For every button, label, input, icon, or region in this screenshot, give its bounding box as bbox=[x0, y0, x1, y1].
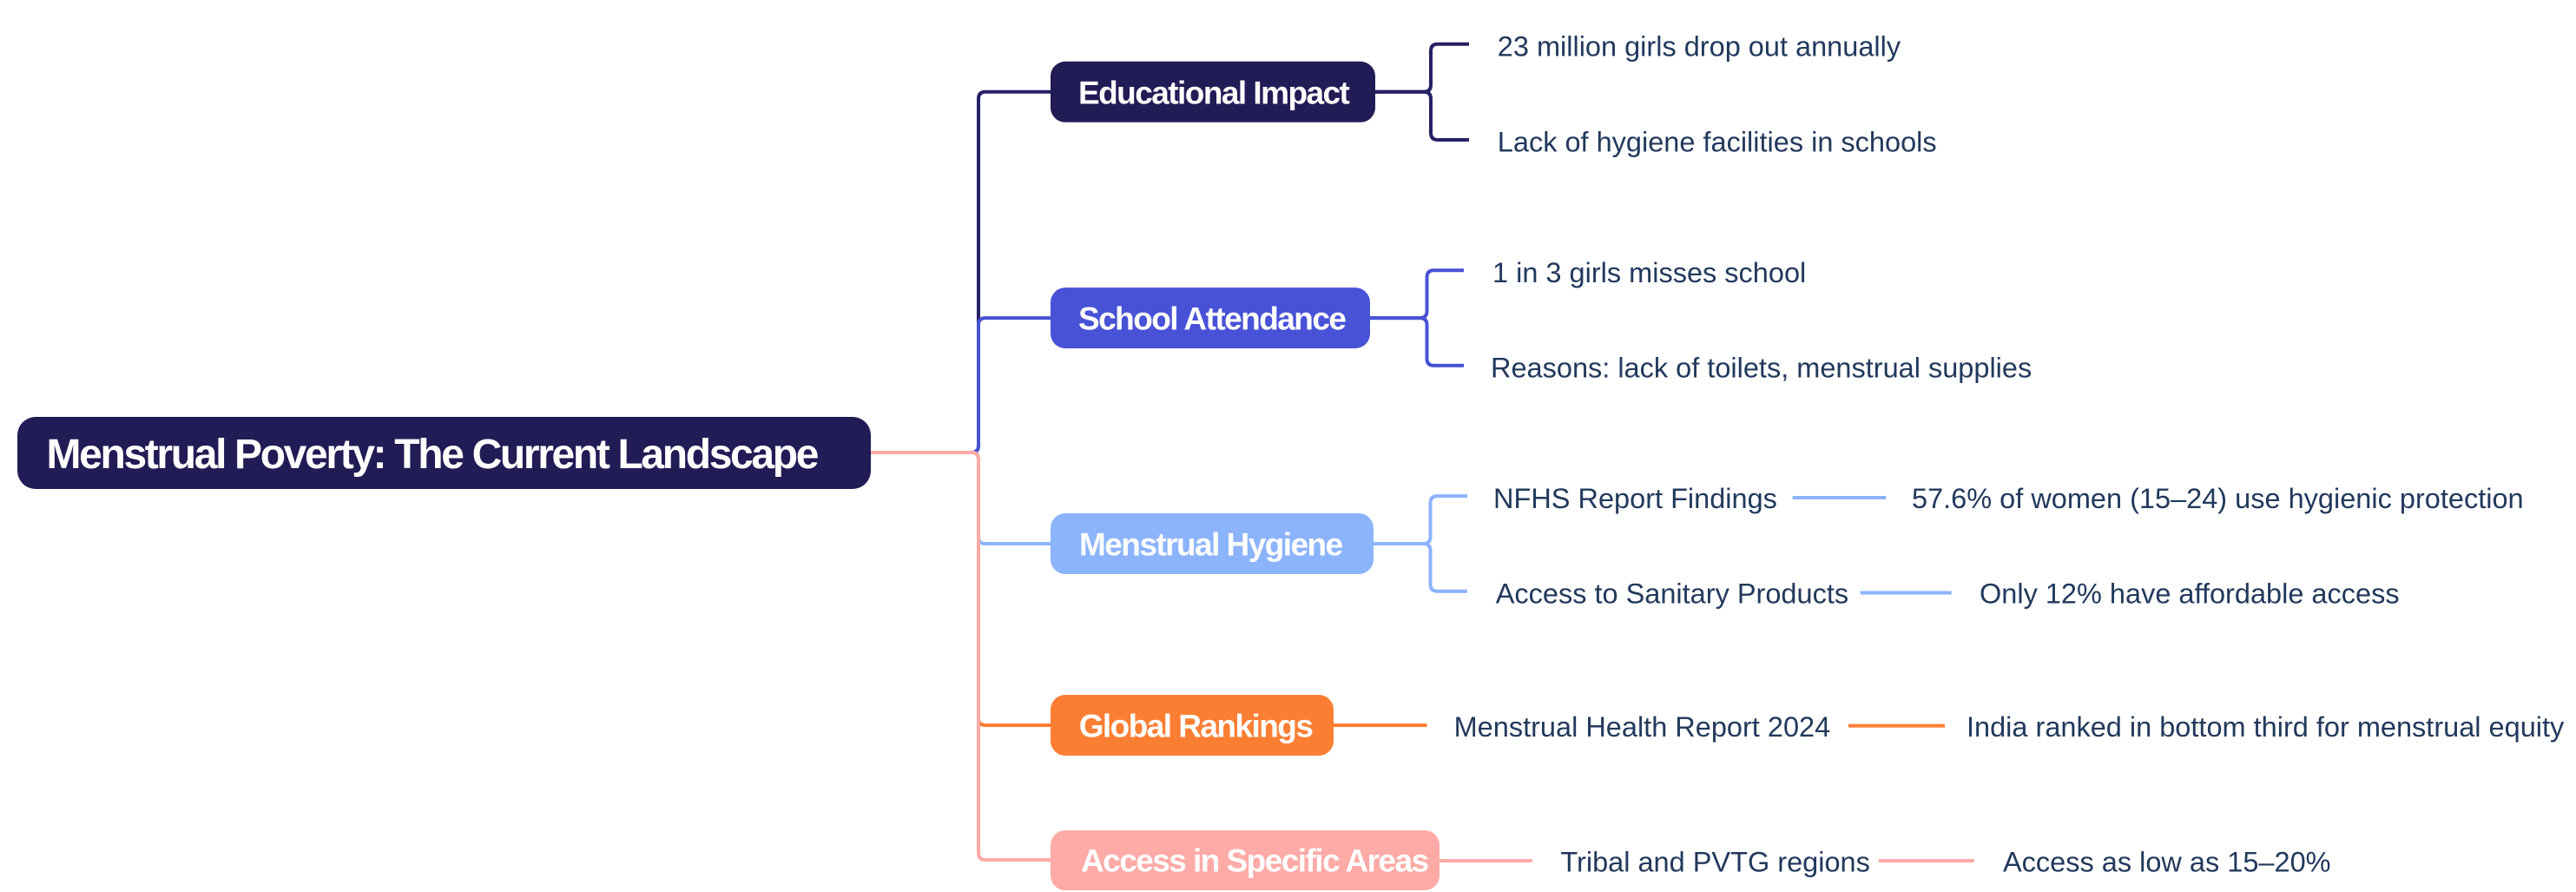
svg-text:Lack of hygiene facilities in: Lack of hygiene facilities in schools bbox=[1498, 127, 1937, 158]
svg-text:Educational Impact: Educational Impact bbox=[1078, 75, 1350, 110]
svg-text:57.6% of women (15–24) use hyg: 57.6% of women (15–24) use hygienic prot… bbox=[1912, 483, 2524, 514]
svg-text:NFHS Report Findings: NFHS Report Findings bbox=[1493, 483, 1777, 514]
svg-text:Only 12% have affordable acces: Only 12% have affordable access bbox=[1980, 578, 2400, 610]
svg-text:1 in 3 girls misses school: 1 in 3 girls misses school bbox=[1492, 257, 1806, 288]
svg-text:Access in Specific Areas: Access in Specific Areas bbox=[1081, 843, 1428, 879]
svg-text:Access as low as 15–20%: Access as low as 15–20% bbox=[2003, 847, 2331, 878]
svg-text:School Attendance: School Attendance bbox=[1078, 301, 1346, 337]
svg-text:Menstrual Hygiene: Menstrual Hygiene bbox=[1079, 527, 1343, 563]
svg-text:Access to Sanitary Products: Access to Sanitary Products bbox=[1496, 578, 1848, 610]
svg-text:India ranked in bottom third f: India ranked in bottom third for menstru… bbox=[1967, 711, 2565, 743]
svg-text:Menstrual Poverty: The Current: Menstrual Poverty: The Current Landscape bbox=[47, 432, 819, 478]
svg-text:Global Rankings: Global Rankings bbox=[1079, 709, 1314, 744]
svg-text:Tribal and PVTG regions: Tribal and PVTG regions bbox=[1560, 847, 1869, 878]
svg-text:23 million girls drop out annu: 23 million girls drop out annually bbox=[1498, 31, 1901, 63]
svg-text:Reasons: lack of toilets, mens: Reasons: lack of toilets, menstrual supp… bbox=[1491, 353, 2032, 384]
svg-text:Menstrual Health Report 2024: Menstrual Health Report 2024 bbox=[1454, 711, 1831, 743]
